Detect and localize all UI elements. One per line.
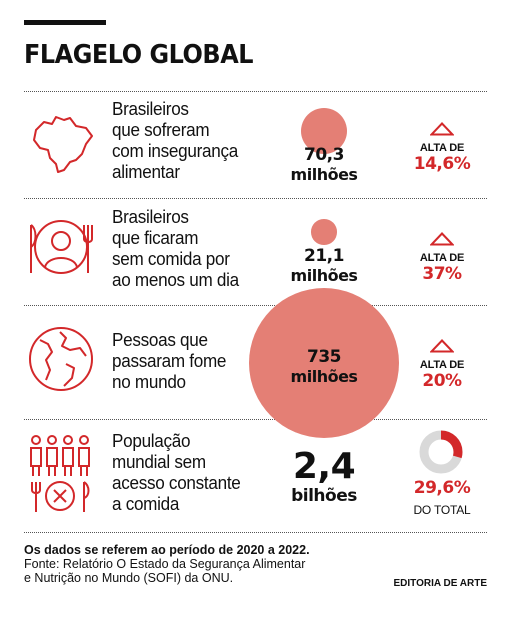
row-separator [24,91,487,92]
empty-plate-person-icon [30,220,93,274]
row-description: Pessoas que passaram fome no mundo [112,330,227,392]
row-food-access-world: População mundial sem acesso constante a… [24,420,487,532]
top-rule [24,20,106,25]
triangle-up-icon [430,122,454,136]
row-separator [24,532,487,533]
row-without-food-brazil: Brasileiros que ficaram sem comida por a… [24,199,487,305]
value-label: 735 milhões [290,347,358,387]
donut-share-arc [419,430,463,474]
globe-icon [29,327,93,391]
value-bubble [300,107,348,155]
source-line-2: e Nutrição no Mundo (SOFI) da ONU. [24,571,234,585]
change-indicator: ALTA DE 14,6% [397,122,487,174]
share-donut [419,430,463,474]
row-hunger-world: Pessoas que passaram fome no mundo 735 m… [24,288,487,438]
population-plate-icon [30,435,90,512]
row-separator [24,419,487,420]
row-separator [24,305,487,306]
row-description: População mundial sem acesso constante a… [112,431,241,514]
period-note: Os dados se referem ao período de 2020 a… [24,543,310,557]
value-label: 70,3 milhões [290,145,358,185]
triangle-up-icon [430,232,454,246]
row-description: Brasileiros que sofreram com insegurança… [112,99,238,182]
value-label: 2,4 bilhões [291,446,357,507]
source-line-1: Fonte: Relatório O Estado da Segurança A… [24,557,306,571]
value-bubble [249,288,399,438]
row-food-insecurity-brazil: Brasileiros que sofreram com insegurança… [24,92,487,198]
change-indicator: ALTA DE 37% [397,232,487,284]
row-separator [24,198,487,199]
credit: EDITORIA DE ARTE [393,578,487,589]
chart-title: FLAGELO GLOBAL [24,40,254,70]
value-bubble [311,219,337,245]
footnote: Os dados se referem ao período de 2020 a… [24,543,310,585]
change-indicator: ALTA DE 20% [397,339,487,391]
triangle-up-icon [430,339,454,353]
value-label: 21,1 milhões [290,246,358,286]
row-description: Brasileiros que ficaram sem comida por a… [112,207,239,290]
brazil-map-icon [33,116,93,173]
share-indicator: 29,6% DO TOTAL [413,478,471,517]
